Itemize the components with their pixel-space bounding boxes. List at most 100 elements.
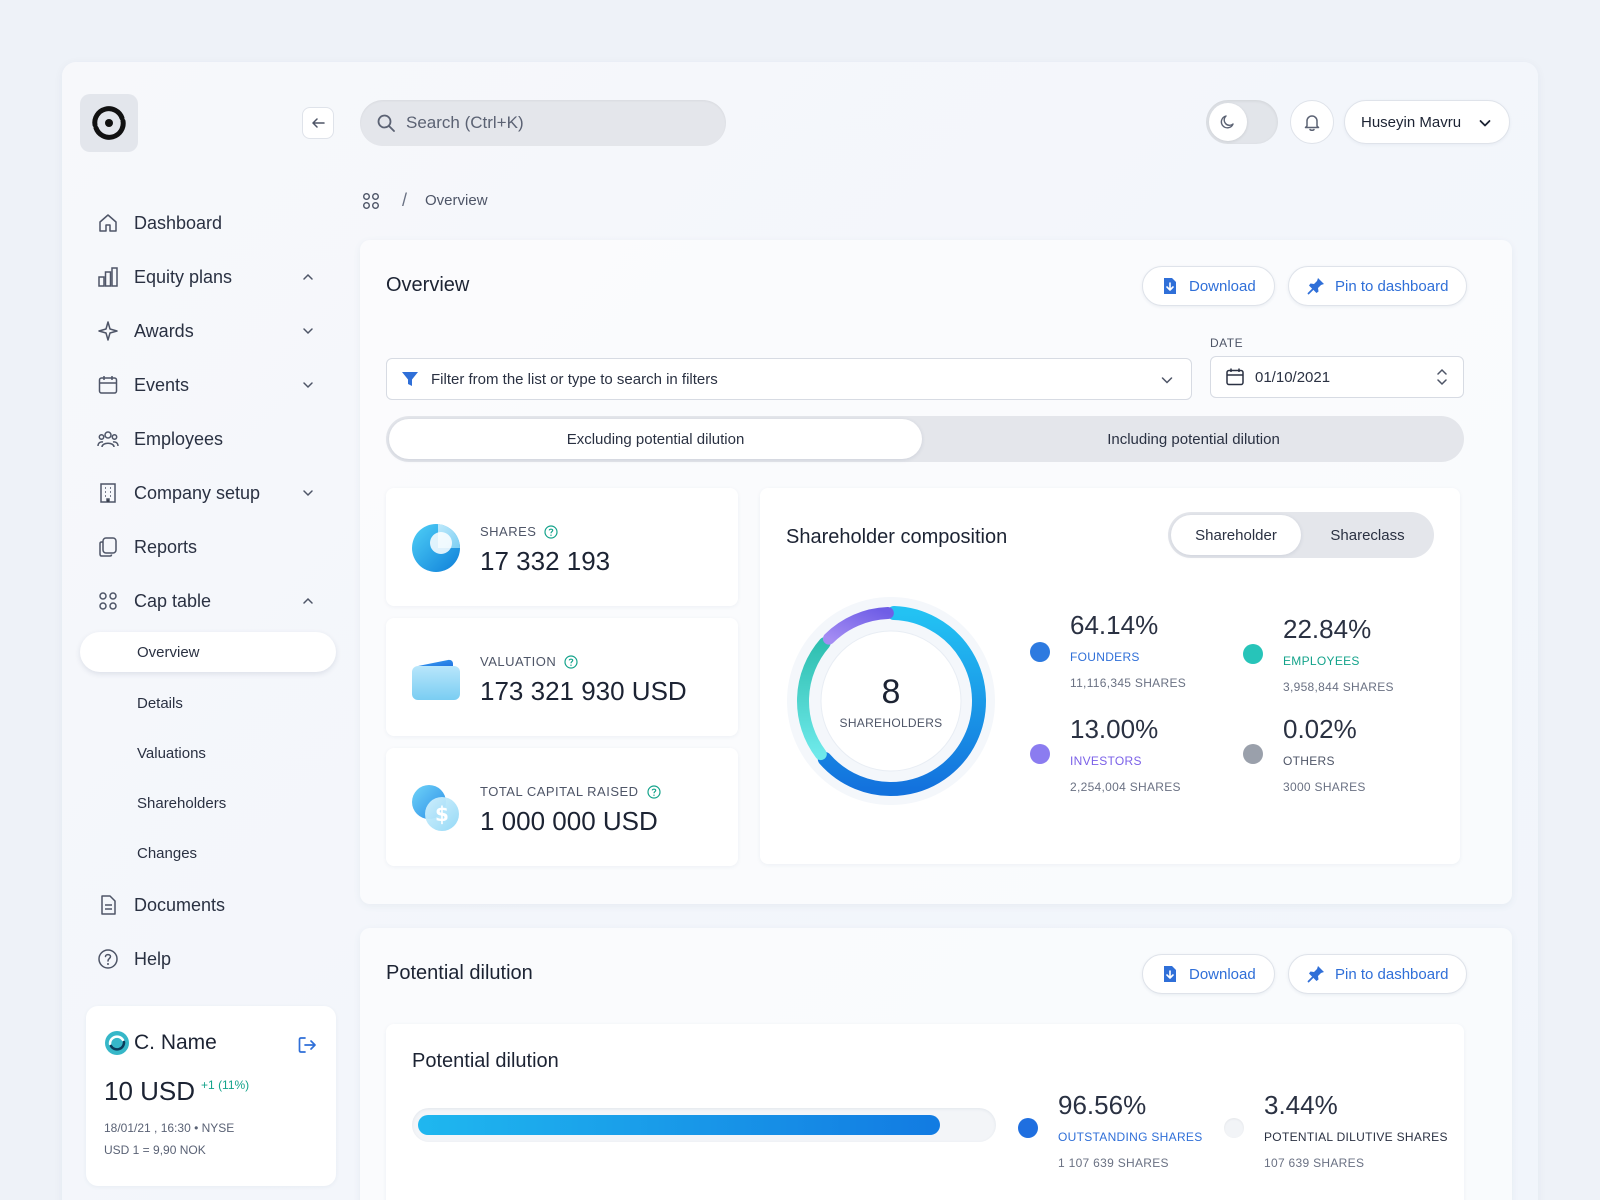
- moon-icon: [1220, 115, 1234, 129]
- fx-rate: USD 1 = 9,90 NOK: [104, 1143, 206, 1157]
- dilution-progress-fill: [418, 1115, 940, 1135]
- chevron-down-icon: [1479, 120, 1491, 127]
- breadcrumb-current: Overview: [425, 192, 488, 209]
- breadcrumb: / Overview: [362, 190, 488, 211]
- user-name: Huseyin Mavru: [1361, 113, 1462, 131]
- pin-icon: [1307, 277, 1325, 295]
- pin-label: Pin to dashboard: [1335, 965, 1449, 983]
- legend-pct: 64.14%: [1070, 610, 1159, 640]
- pin-to-dashboard-button[interactable]: Pin to dashboard: [1288, 954, 1468, 994]
- download-label: Download: [1189, 277, 1256, 295]
- legend-shares: 107 639 SHARES: [1264, 1156, 1365, 1170]
- app-window: Dashboard Equity plans Awards Events: [62, 62, 1538, 1200]
- sidebar-item-label: Equity plans: [134, 266, 233, 287]
- download-icon: [1161, 965, 1179, 983]
- building-icon: [96, 481, 120, 505]
- sidebar-item-reports[interactable]: Reports: [80, 520, 336, 574]
- notifications-button[interactable]: [1290, 100, 1334, 144]
- calendar-icon: [96, 373, 120, 397]
- search-input[interactable]: [406, 113, 706, 133]
- sidebar-item-dashboard[interactable]: Dashboard: [80, 196, 336, 250]
- sidebar-item-label: Help: [134, 948, 172, 969]
- stat-label: SHARES: [480, 524, 537, 539]
- legend-investors: 13.00% INVESTORS 2,254,004 SHARES: [1030, 714, 1220, 804]
- tab-excluding-dilution[interactable]: Excluding potential dilution: [389, 419, 922, 459]
- chevron-up-icon: [303, 597, 313, 604]
- stat-label-row: TOTAL CAPITAL RAISED: [480, 784, 661, 799]
- sidebar-subitem-details[interactable]: Details: [137, 694, 183, 712]
- overview-title: Overview: [386, 274, 470, 296]
- chevron-down-icon: [303, 328, 313, 335]
- help-icon[interactable]: [544, 524, 559, 539]
- tab-including-dilution[interactable]: Including potential dilution: [1107, 430, 1280, 448]
- sidebar-item-label: Company setup: [134, 482, 261, 503]
- sidebar-item-events[interactable]: Events: [80, 358, 336, 412]
- sidebar-subitem-shareholders[interactable]: Shareholders: [137, 794, 227, 812]
- tab-shareholder[interactable]: Shareholder: [1171, 515, 1301, 555]
- legend-outstanding: 96.56% OUTSTANDING SHARES 1 107 639 SHAR…: [1018, 1090, 1218, 1180]
- sidebar-item-help[interactable]: Help: [80, 932, 336, 986]
- legend-shares: 2,254,004 SHARES: [1070, 780, 1181, 794]
- filter-dropdown[interactable]: Filter from the list or type to search i…: [386, 358, 1192, 400]
- legend-pct: 96.56%: [1058, 1090, 1147, 1120]
- composition-toggle: Shareholder Shareclass: [1168, 512, 1434, 558]
- sidebar-nav: Dashboard Equity plans Awards Events: [80, 196, 336, 986]
- stat-card-valuation: VALUATION 173 321 930 USD: [386, 618, 738, 736]
- sidebar-item-label: Dashboard: [134, 212, 223, 233]
- legend-potential-dilutive: 3.44% POTENTIAL DILUTIVE SHARES 107 639 …: [1224, 1090, 1454, 1180]
- legend-pct: 13.00%: [1070, 714, 1159, 744]
- arrow-left-icon: [312, 118, 325, 128]
- sidebar-item-documents[interactable]: Documents: [80, 878, 336, 932]
- legend-name: OUTSTANDING SHARES: [1058, 1130, 1203, 1144]
- pin-to-dashboard-button[interactable]: Pin to dashboard: [1288, 266, 1468, 306]
- donut-segment-founders: [817, 606, 986, 796]
- app-logo[interactable]: [80, 94, 138, 152]
- sidebar-item-awards[interactable]: Awards: [80, 304, 336, 358]
- legend-pct: 3.44%: [1264, 1090, 1338, 1120]
- legend-dot: [1243, 744, 1263, 764]
- user-menu-button[interactable]: Huseyin Mavru: [1344, 100, 1510, 144]
- logout-icon[interactable]: [296, 1034, 318, 1056]
- sidebar-item-equity-plans[interactable]: Equity plans: [80, 250, 336, 304]
- sidebar-subitem-valuations[interactable]: Valuations: [137, 744, 206, 762]
- sidebar-item-cap-table[interactable]: Cap table: [80, 574, 336, 628]
- download-button[interactable]: Download: [1142, 954, 1275, 994]
- shareholders-count: 8: [881, 672, 901, 711]
- legend-others: 0.02% OTHERS 3000 SHARES: [1243, 714, 1433, 804]
- sidebar-subitem-changes[interactable]: Changes: [137, 844, 198, 862]
- download-icon: [1161, 277, 1179, 295]
- date-picker[interactable]: 01/10/2021: [1210, 356, 1464, 398]
- svg-text:$: $: [435, 802, 449, 826]
- collapse-sidebar-button[interactable]: [302, 107, 334, 139]
- stat-value: 1 000 000 USD: [480, 806, 658, 836]
- legend-shares: 3,958,844 SHARES: [1283, 680, 1394, 694]
- filter-placeholder: Filter from the list or type to search i…: [431, 370, 718, 388]
- donut-segments: [797, 606, 986, 796]
- legend-name: POTENTIAL DILUTIVE SHARES: [1264, 1130, 1448, 1144]
- document-icon: [96, 893, 120, 917]
- legend-dot: [1030, 642, 1050, 662]
- stat-value: 173 321 930 USD: [480, 676, 687, 706]
- tab-shareclass[interactable]: Shareclass: [1330, 526, 1405, 544]
- legend-employees: 22.84% EMPLOYEES 3,958,844 SHARES: [1243, 614, 1433, 704]
- help-icon[interactable]: [646, 784, 661, 799]
- sidebar-item-company-setup[interactable]: Company setup: [80, 466, 336, 520]
- grid-home-icon[interactable]: [362, 192, 380, 210]
- pin-label: Pin to dashboard: [1335, 277, 1449, 295]
- legend-dot: [1030, 744, 1050, 764]
- chevron-updown-icon: [1437, 368, 1447, 386]
- sidebar-item-employees[interactable]: Employees: [80, 412, 336, 466]
- sparkle-icon: [96, 319, 120, 343]
- legend-pct: 0.02%: [1283, 714, 1357, 744]
- theme-toggle-knob: [1209, 103, 1247, 141]
- chevron-down-icon: [303, 490, 313, 497]
- dilution-panel-title: Potential dilution: [386, 962, 533, 984]
- donut-center: 8 SHAREHOLDERS: [784, 594, 998, 808]
- theme-toggle[interactable]: [1206, 100, 1278, 144]
- help-icon[interactable]: [564, 654, 578, 669]
- legend-name: INVESTORS: [1070, 754, 1142, 768]
- shareholder-donut-chart: [787, 597, 995, 805]
- download-button[interactable]: Download: [1142, 266, 1275, 306]
- sidebar-subitem-overview[interactable]: Overview: [80, 632, 336, 672]
- legend-shares: 11,116,345 SHARES: [1070, 676, 1187, 690]
